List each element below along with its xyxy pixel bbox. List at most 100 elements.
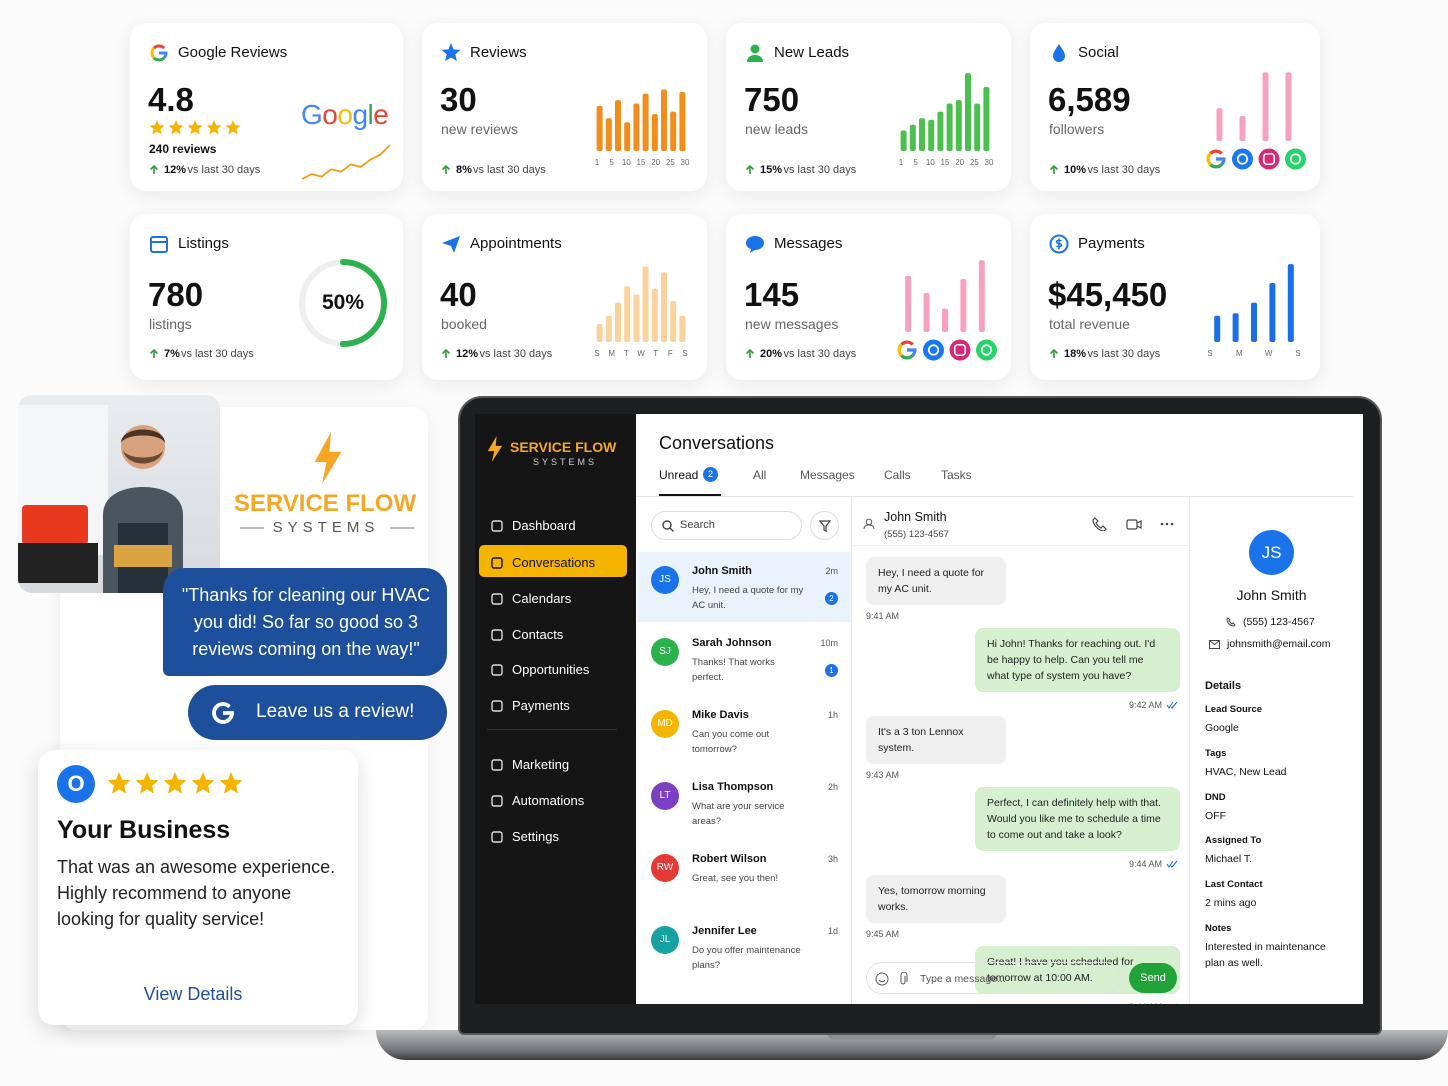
search-icon [662,520,674,532]
review-button[interactable]: Leave us a review! [188,685,447,740]
field-value: OFF [1205,809,1226,822]
card-title: Reviews [470,44,527,61]
avatar: LT [651,782,679,810]
testimonial-bubble: "Thanks for cleaning our HVAC you did! S… [163,568,447,676]
card-detail: new reviews [441,121,519,137]
nav-item[interactable]: Dashboard [512,518,576,533]
message-bubble: Hey, I need a quote for my AC unit. [866,557,1006,605]
bar-label: 1 [595,158,600,167]
conversation-time: 2h [827,782,838,792]
filter-button[interactable] [810,511,839,540]
arrow [1049,165,1059,174]
nav-item[interactable]: Contacts [512,627,564,642]
conversation-item[interactable]: MD Mike Davis Can you come out tomorrow? 1h [637,696,851,766]
chat-action[interactable] [1126,517,1142,531]
conversation-item[interactable]: JS John Smith Hey, I need a quote for my A… [637,552,851,622]
chat-action[interactable] [1092,517,1108,531]
arrow [1049,349,1059,358]
icon-part [1049,234,1069,254]
conversation-time: 2m [825,566,838,576]
conversation-name: John Smith [692,565,752,577]
card-detail: new messages [745,316,839,332]
send-button[interactable]: Send [1129,963,1177,993]
g-logo-arc [900,340,914,346]
conversation-item[interactable]: SJ Sarah Johnson Thanks! That works perfec… [637,624,851,694]
nav-item[interactable]: Automations [512,793,585,808]
change-note: vs last 30 days [783,348,857,360]
icon-part [442,236,460,253]
conversation-item[interactable]: JL Jennifer Lee Do you offer maintenance p… [637,912,851,982]
bar-label: W [1265,349,1273,358]
review-stars [107,772,243,794]
avatar: RW [651,854,679,882]
nav-item[interactable]: Calendars [512,591,572,606]
smile [878,979,886,982]
avatar: JS [651,566,679,594]
view-details-link[interactable]: View Details [143,984,243,1004]
star [219,772,243,794]
message: Hey, I need a quote for my AC unit. 9:41 … [866,557,1180,621]
bar [596,323,603,342]
nav-item[interactable]: Marketing [512,757,570,772]
bar [633,294,640,342]
chat-action[interactable] [1159,517,1175,531]
nav-item[interactable]: Settings [512,829,559,844]
change-note: vs last 30 days [187,164,261,176]
card-title: New Leads [774,44,850,61]
avatar: MD [651,710,679,738]
nav-item[interactable]: Opportunities [512,662,590,677]
g-logo-arc [1209,149,1223,155]
conversation-item[interactable]: LT Lisa Thompson What are your service are… [637,768,851,838]
icon-part [747,55,763,62]
clip [900,972,908,985]
tab[interactable]: Messages [800,468,855,482]
tab[interactable]: Unread [659,468,699,482]
stat-card: Social 6,589 followers 10% vs last 30 days [1030,23,1320,191]
icon-part [746,236,764,253]
contact-avatar: JS [1249,530,1294,575]
stat-card: Listings 780 listings 7% vs last 30 days 50% [130,214,403,380]
bar-label: 5 [913,158,918,167]
tab[interactable]: Tasks [941,468,972,482]
card-title: Listings [178,235,229,252]
change-note: vs last 30 days [1087,164,1161,176]
nav-item[interactable]: Payments [512,698,570,713]
bar [661,272,667,342]
bolt-icon [487,436,503,462]
stat-card: Payments $45,450 total revenue 18% vs last 3… [1030,214,1320,380]
stat-card: Reviews 30 new reviews 8% vs last 30 days 1 5 1… [422,23,707,191]
conversation-item[interactable]: RW Robert Wilson Great, see you then! 3h [637,840,851,910]
bar-label: 5 [609,158,614,167]
conversation-name: Mike Davis [692,709,749,721]
field-label: DND [1205,791,1226,803]
phone [1092,517,1107,531]
env [1209,640,1220,649]
bar [633,103,640,151]
message: Perfect, I can definitely help with that… [866,787,1180,869]
hair [121,429,165,443]
bar-label: F [668,349,673,358]
card-value: 30 [440,81,477,118]
unread-badge: 1 [825,664,838,677]
message-time: 9:42 AM [1129,700,1178,710]
nav-glyph [491,700,503,712]
list-rule [851,497,852,1004]
bar [1232,313,1239,342]
contact-rule [1189,497,1190,1004]
phone [1226,617,1236,627]
nav-item[interactable]: Conversations [512,555,596,570]
search-box[interactable]: Search [651,511,802,540]
field-label: Tags [1205,747,1227,759]
arrow [745,165,755,174]
bar [679,91,686,151]
tab[interactable]: Calls [884,468,911,482]
bar [942,308,948,332]
message-input[interactable]: Type a message... [866,962,1121,994]
card-detail: booked [441,316,487,332]
tab[interactable]: All [753,468,767,482]
progress-ring [299,259,387,347]
bar [615,302,621,342]
g-logo-arc [153,44,166,50]
